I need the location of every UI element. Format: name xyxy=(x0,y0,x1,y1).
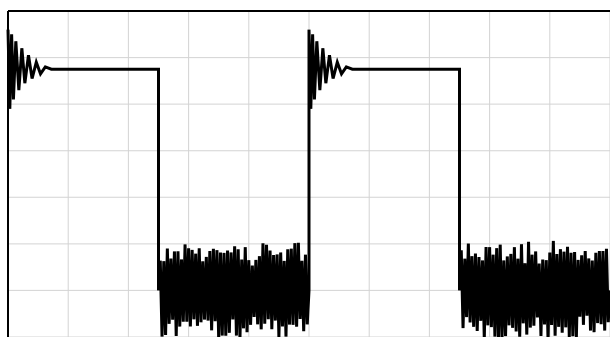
series-layer xyxy=(6,29,610,337)
series-line xyxy=(6,29,610,337)
